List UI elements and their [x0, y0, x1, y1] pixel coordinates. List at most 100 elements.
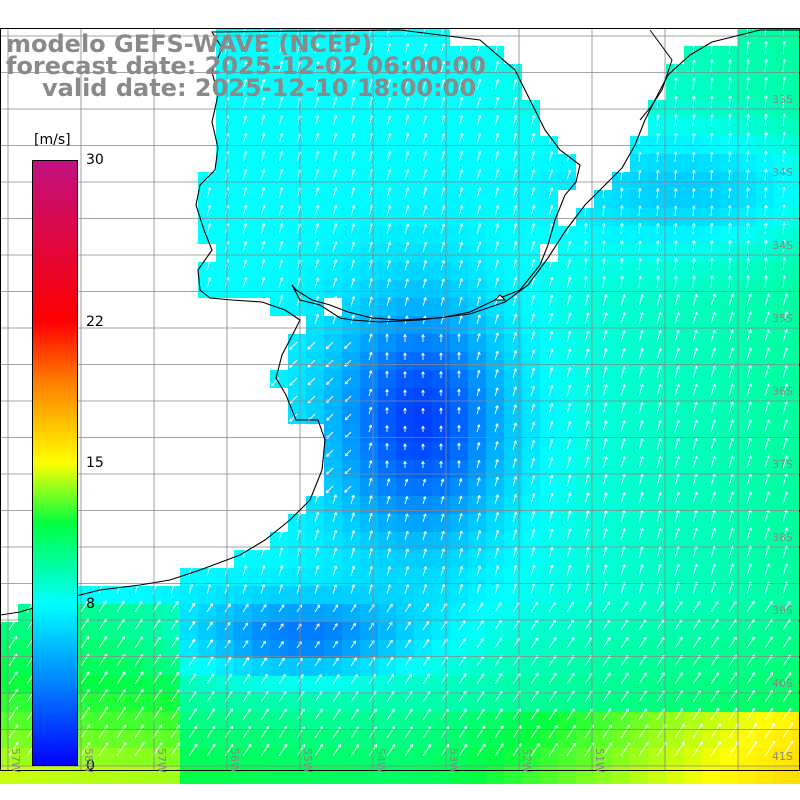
wind-arrow [764, 150, 768, 163]
wind-cell [684, 730, 702, 748]
wind-arrow [386, 132, 392, 145]
wind-cell [720, 604, 738, 622]
wind-cell [252, 46, 270, 64]
wind-arrow [476, 530, 482, 541]
wind-cell [648, 190, 666, 208]
wind-arrow [548, 187, 554, 199]
wind-cell [792, 568, 800, 586]
wind-cell [486, 730, 504, 748]
wind-arrow [332, 78, 338, 91]
wind-cell [414, 496, 432, 514]
wind-arrow [620, 222, 624, 235]
wind-cell [648, 730, 666, 748]
wind-arrow [674, 329, 680, 343]
wind-arrow [548, 528, 554, 541]
wind-arrow [476, 602, 484, 613]
wind-arrow [512, 205, 518, 217]
wind-cell [504, 550, 522, 568]
wind-arrow [260, 24, 266, 37]
wind-arrow [674, 347, 680, 361]
wind-cell [540, 388, 558, 406]
wind-arrow [584, 456, 590, 469]
wind-cell [648, 496, 666, 514]
wind-cell [450, 460, 468, 478]
wind-arrow [494, 494, 499, 505]
wind-arrow [458, 530, 463, 541]
wind-arrow [422, 205, 428, 217]
wind-cell [558, 730, 576, 748]
wind-cell [450, 244, 468, 262]
wind-cell [198, 604, 216, 622]
wind-arrow [260, 96, 266, 109]
wind-arrow [692, 293, 698, 307]
wind-cell [450, 568, 468, 586]
wind-arrow [440, 151, 446, 163]
wind-cell [360, 262, 378, 280]
wind-cell [450, 262, 468, 280]
wind-cell [684, 172, 702, 190]
wind-cell [270, 622, 288, 640]
wind-arrow [602, 708, 612, 721]
wind-cell [324, 406, 342, 424]
wind-arrow [332, 259, 338, 271]
wind-arrow [530, 475, 536, 487]
wind-arrow [332, 277, 338, 289]
wind-arrow [368, 406, 373, 415]
wind-cell [576, 694, 594, 712]
wind-arrow [404, 744, 414, 757]
wind-arrow [638, 240, 642, 253]
wind-cell [666, 748, 684, 766]
wind-cell [486, 640, 504, 658]
island-outline [493, 294, 507, 301]
wind-cell [414, 406, 432, 424]
wind-arrow [350, 314, 355, 325]
wind-cell [432, 586, 450, 604]
wind-cell [486, 442, 504, 460]
wind-cell [108, 622, 126, 640]
wind-cell [702, 262, 720, 280]
wind-cell [324, 64, 342, 82]
wind-arrow [296, 604, 303, 613]
wind-arrow [386, 259, 392, 271]
wind-cell [396, 712, 414, 730]
wind-arrow [260, 78, 266, 91]
wind-cell [666, 352, 684, 370]
wind-arrow [638, 528, 644, 541]
wind-cell [342, 550, 360, 568]
wind-arrow [494, 78, 500, 91]
wind-cell [216, 244, 234, 262]
wind-cell [234, 136, 252, 154]
wind-arrow [224, 743, 234, 757]
wind-arrow [404, 708, 413, 721]
colorbar-tick-0: 0 [86, 758, 95, 774]
wind-arrow [278, 168, 284, 181]
wind-cell [180, 748, 198, 766]
wind-cell [612, 280, 630, 298]
wind-arrow [440, 513, 445, 523]
wind-arrow [746, 672, 756, 685]
wind-arrow [566, 637, 575, 649]
wind-cell [504, 262, 522, 280]
wind-cell [594, 532, 612, 550]
wind-cell [378, 658, 396, 676]
wind-cell [720, 334, 738, 352]
wind-cell [756, 496, 774, 514]
wind-cell [360, 586, 378, 604]
wind-cell [306, 748, 324, 766]
wind-cell [234, 154, 252, 172]
wind-arrow [314, 42, 320, 55]
wind-arrow [656, 257, 660, 271]
wind-cell [558, 406, 576, 424]
wind-cell [216, 712, 234, 730]
wind-cell [792, 550, 800, 568]
wind-cell [666, 532, 684, 550]
wind-arrow [620, 294, 626, 307]
wind-arrow [656, 473, 662, 487]
wind-arrow [710, 222, 714, 235]
wind-arrow [476, 333, 481, 343]
wind-cell [756, 478, 774, 496]
wind-cell [504, 280, 522, 298]
wind-cell [702, 226, 720, 244]
wind-cell [342, 748, 360, 766]
wind-arrow [746, 205, 750, 217]
